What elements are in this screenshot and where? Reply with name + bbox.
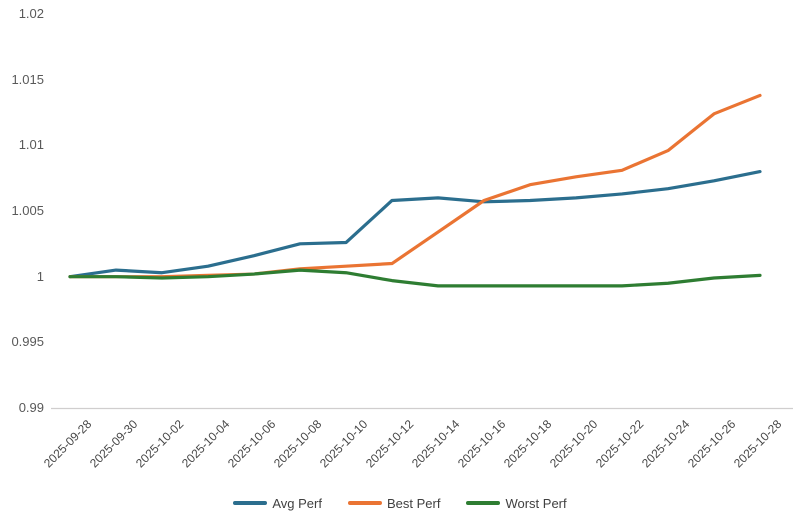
legend-label: Worst Perf — [505, 495, 567, 511]
legend-label: Best Perf — [386, 495, 441, 511]
y-tick-label: 1.005 — [11, 203, 44, 218]
legend-line-swatch-avg-perf — [233, 501, 268, 505]
series-line-worst-perf — [68, 268, 762, 288]
series-line-best-perf — [68, 93, 762, 279]
legend-line-swatch-best-perf — [347, 501, 382, 505]
y-tick-label: 1 — [36, 268, 44, 284]
legend-item-worst-perf: Worst Perf — [466, 495, 567, 511]
legend-label: Avg Perf — [272, 495, 322, 511]
legend-item-avg-perf: Avg Perf — [233, 496, 322, 511]
y-tick-label: 0.99 — [18, 400, 44, 415]
y-tick-label: 0.995 — [11, 334, 44, 350]
y-tick-label: 1.015 — [11, 71, 44, 87]
y-tick-label: 1.01 — [18, 137, 44, 153]
y-tick-label: 1.02 — [18, 6, 44, 21]
series-line-avg-perf — [68, 170, 762, 279]
legend-item-best-perf: Best Perf — [347, 495, 441, 511]
chart-legend: Avg Perf Best Perf Worst Perf — [0, 494, 800, 512]
legend-line-swatch-worst-perf — [466, 501, 501, 505]
